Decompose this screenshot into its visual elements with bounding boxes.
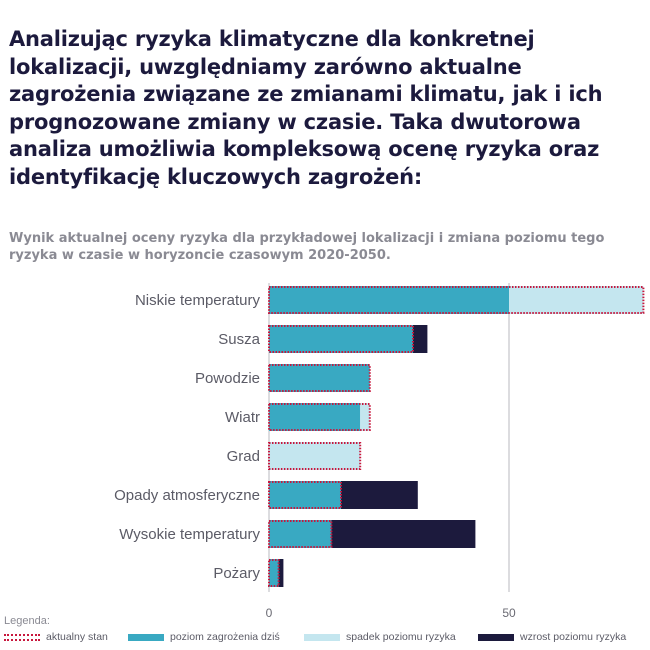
current-state-outline (268, 286, 645, 314)
legend-label-current: aktualny stan (46, 631, 108, 643)
category-label: Pożary (213, 565, 260, 582)
legend-swatch-decrease (304, 633, 340, 641)
intro-heading: Analizując ryzyka klimatyczne dla konkre… (9, 27, 603, 189)
bars-layer (268, 286, 645, 587)
category-label: Opady atmosferyczne (114, 487, 260, 504)
x-tick-labels: 0 50 (266, 606, 516, 620)
bar-segment (413, 325, 428, 353)
category-label: Niskie temperatury (135, 292, 261, 309)
category-label: Susza (218, 331, 260, 348)
legend-swatch-current (4, 633, 40, 641)
current-state-outline (268, 442, 362, 470)
bar-segment (269, 442, 361, 470)
category-label: Wysokie temperatury (119, 526, 260, 543)
legend-swatch-increase (478, 633, 514, 641)
bar-segment (269, 481, 341, 509)
category-label: Wiatr (225, 409, 260, 426)
category-label: Powodzie (195, 370, 260, 387)
current-state-outline (268, 403, 371, 431)
current-state-outline (268, 325, 414, 353)
bar-segment (360, 403, 370, 431)
bar-segment (269, 325, 413, 353)
legend-item-increase: wzrost poziomu ryzyka (478, 631, 626, 643)
category-labels: Niskie temperatury Susza Powodzie Wiatr Grad… (114, 292, 261, 582)
current-state-outline (268, 481, 342, 509)
chart-title: Wynik aktualnej oceny ryzyka dla przykła… (9, 231, 605, 263)
legend-title: Legenda: (4, 615, 50, 627)
current-state-outline (268, 559, 280, 587)
legend-swatch-today (128, 633, 164, 641)
current-state-outline (268, 364, 371, 392)
bar-segment (269, 286, 509, 314)
risk-bar-chart: Niskie temperatury Susza Powodzie Wiatr Grad… (114, 283, 645, 620)
legend-label-increase: wzrost poziomu ryzyka (520, 631, 627, 643)
legend-item-current: aktualny stan (4, 631, 108, 643)
bar-segment (269, 364, 370, 392)
bar-segment (278, 559, 284, 587)
bar-segment (509, 286, 644, 314)
legend-item-today: poziom zagrożenia dziś (128, 631, 280, 643)
category-label: Grad (227, 448, 260, 465)
x-tick-label: 0 (266, 606, 273, 620)
bar-segment (269, 403, 361, 431)
x-tick-label: 50 (502, 606, 516, 620)
bar-segment (269, 559, 279, 587)
legend-item-decrease: spadek poziomu ryzyka (304, 631, 456, 643)
legend: aktualny stan poziom zagrożenia dziś spa… (4, 631, 650, 645)
bar-segment (331, 520, 476, 548)
legend-label-decrease: spadek poziomu ryzyka (346, 631, 456, 643)
bar-segment (341, 481, 418, 509)
legend-label-today: poziom zagrożenia dziś (170, 631, 280, 643)
current-state-outline (268, 520, 333, 548)
bar-segment (269, 520, 332, 548)
